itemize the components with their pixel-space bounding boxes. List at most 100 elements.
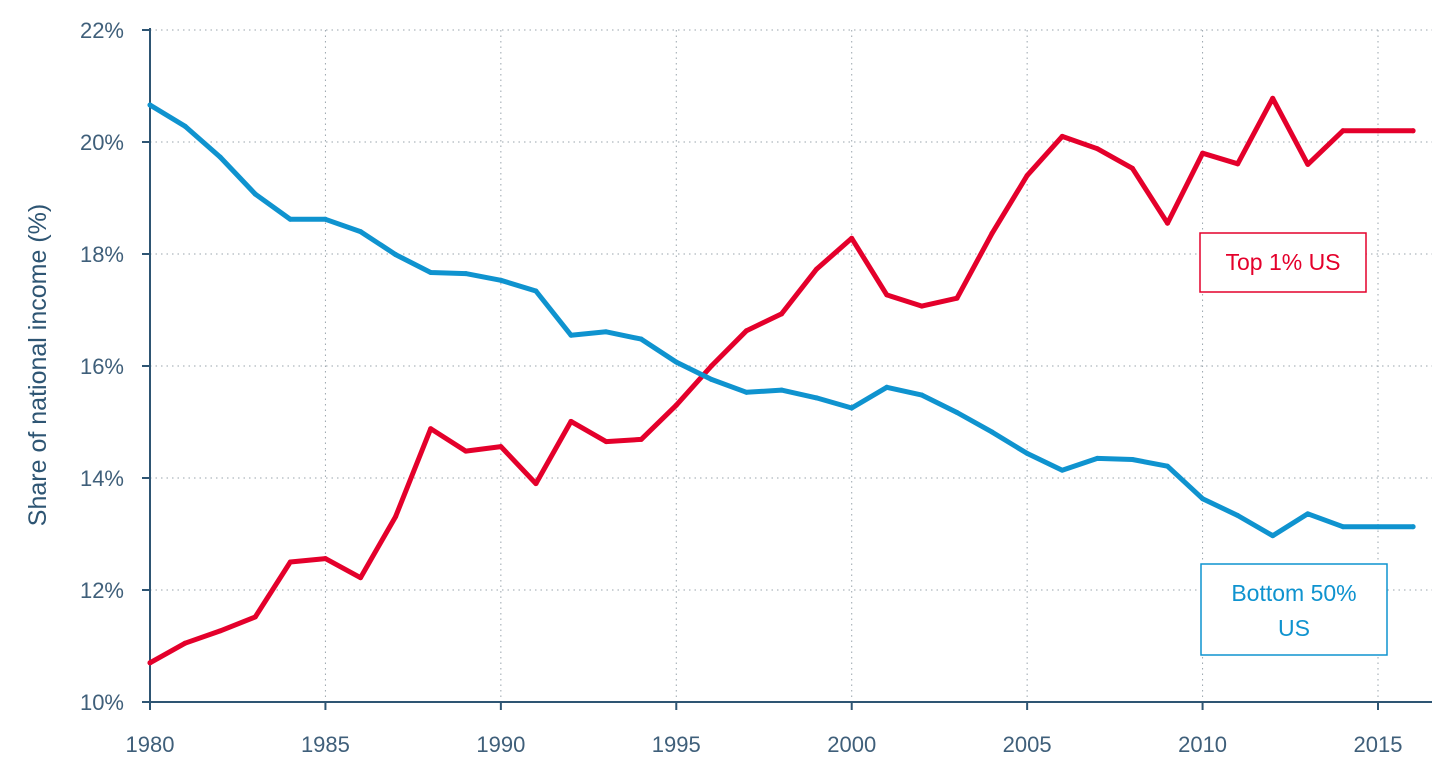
axis-layer: 10% 12% 14% 16% 18% 20% 22% 1980 1985 1990 1995 200… [80, 18, 1432, 757]
data-point-bottom-50-percent-us [428, 269, 434, 275]
data-point-top-1-percent-us [603, 439, 609, 445]
x-tick-label: 2010 [1178, 732, 1227, 757]
data-point-bottom-50-percent-us [533, 288, 539, 294]
x-tick-label: 2005 [1003, 732, 1052, 757]
data-point-top-1-percent-us [849, 235, 855, 241]
data-point-bottom-50-percent-us [814, 395, 820, 401]
data-point-top-1-percent-us [1200, 150, 1206, 156]
y-tick-label: 10% [80, 690, 124, 715]
y-tick-label: 18% [80, 242, 124, 267]
data-point-top-1-percent-us [147, 660, 153, 666]
y-tick-label: 14% [80, 466, 124, 491]
data-point-bottom-50-percent-us [779, 387, 785, 393]
data-point-bottom-50-percent-us [463, 271, 469, 277]
data-point-bottom-50-percent-us [1200, 496, 1206, 502]
data-point-bottom-50-percent-us [147, 102, 153, 108]
x-tick-label: 1990 [476, 732, 525, 757]
data-point-top-1-percent-us [533, 481, 539, 487]
data-point-bottom-50-percent-us [1094, 455, 1100, 461]
data-point-bottom-50-percent-us [1375, 524, 1381, 530]
data-point-bottom-50-percent-us [1024, 450, 1030, 456]
data-point-bottom-50-percent-us [182, 123, 188, 129]
data-point-top-1-percent-us [779, 311, 785, 317]
y-tick-label: 16% [80, 354, 124, 379]
data-point-bottom-50-percent-us [358, 229, 364, 235]
bottom-50-percent-label-line1: Bottom 50% [1231, 580, 1356, 606]
data-point-top-1-percent-us [1129, 165, 1135, 171]
data-point-top-1-percent-us [884, 292, 890, 298]
data-point-bottom-50-percent-us [708, 376, 714, 382]
data-point-top-1-percent-us [1340, 128, 1346, 134]
data-point-top-1-percent-us [252, 614, 258, 620]
data-point-bottom-50-percent-us [743, 389, 749, 395]
data-point-bottom-50-percent-us [498, 277, 504, 283]
data-point-top-1-percent-us [1270, 95, 1276, 101]
data-point-top-1-percent-us [743, 328, 749, 334]
data-point-top-1-percent-us [638, 436, 644, 442]
data-point-bottom-50-percent-us [884, 384, 890, 390]
data-point-top-1-percent-us [568, 418, 574, 424]
data-point-bottom-50-percent-us [673, 359, 679, 365]
bottom-50-percent-label-box [1200, 563, 1388, 656]
data-point-top-1-percent-us [708, 363, 714, 369]
data-point-bottom-50-percent-us [287, 216, 293, 222]
data-point-bottom-50-percent-us [217, 154, 223, 160]
data-point-top-1-percent-us [989, 230, 995, 236]
x-tick-label: 1980 [126, 732, 175, 757]
data-point-bottom-50-percent-us [954, 409, 960, 415]
data-point-top-1-percent-us [498, 444, 504, 450]
data-point-bottom-50-percent-us [638, 336, 644, 342]
data-point-top-1-percent-us [1024, 173, 1030, 179]
data-point-top-1-percent-us [1164, 220, 1170, 226]
data-point-top-1-percent-us [1235, 161, 1241, 167]
data-point-bottom-50-percent-us [1305, 511, 1311, 517]
y-tick-label: 20% [80, 130, 124, 155]
data-point-top-1-percent-us [217, 628, 223, 634]
top-1-percent-label-text: Top 1% US [1225, 249, 1340, 275]
data-point-bottom-50-percent-us [603, 329, 609, 335]
data-point-bottom-50-percent-us [1059, 467, 1065, 473]
series-layer [147, 95, 1416, 666]
data-point-bottom-50-percent-us [393, 252, 399, 258]
data-point-bottom-50-percent-us [568, 332, 574, 338]
data-point-bottom-50-percent-us [919, 392, 925, 398]
data-point-bottom-50-percent-us [1410, 524, 1416, 530]
data-point-top-1-percent-us [287, 559, 293, 565]
data-point-bottom-50-percent-us [322, 216, 328, 222]
data-point-bottom-50-percent-us [849, 405, 855, 411]
data-point-top-1-percent-us [1375, 128, 1381, 134]
data-point-top-1-percent-us [428, 426, 434, 432]
x-tick-label: 1995 [652, 732, 701, 757]
data-point-top-1-percent-us [1094, 146, 1100, 152]
data-point-top-1-percent-us [358, 575, 364, 581]
data-point-top-1-percent-us [1059, 133, 1065, 139]
x-tick-label: 2000 [827, 732, 876, 757]
data-point-top-1-percent-us [393, 514, 399, 520]
data-point-top-1-percent-us [1410, 128, 1416, 134]
top-1-percent-label-box [1199, 232, 1367, 293]
data-point-top-1-percent-us [322, 556, 328, 562]
data-point-bottom-50-percent-us [252, 191, 258, 197]
y-axis-title: Share of national income (%) [24, 204, 52, 526]
data-point-top-1-percent-us [1305, 161, 1311, 167]
data-point-bottom-50-percent-us [989, 429, 995, 435]
data-point-top-1-percent-us [919, 303, 925, 309]
series-line-bottom-50-percent-us [147, 102, 1416, 539]
data-point-bottom-50-percent-us [1164, 463, 1170, 469]
data-point-top-1-percent-us [673, 402, 679, 408]
bottom-50-percent-label: Bottom 50% US [1200, 563, 1388, 656]
x-tick-label: 1985 [301, 732, 350, 757]
data-point-top-1-percent-us [463, 448, 469, 454]
data-point-top-1-percent-us [814, 266, 820, 272]
y-tick-label: 22% [80, 18, 124, 43]
data-point-bottom-50-percent-us [1340, 524, 1346, 530]
data-point-bottom-50-percent-us [1270, 533, 1276, 539]
top-1-percent-label: Top 1% US [1199, 232, 1367, 293]
y-tick-label: 12% [80, 578, 124, 603]
data-point-bottom-50-percent-us [1235, 513, 1241, 519]
data-point-top-1-percent-us [182, 640, 188, 646]
x-tick-label: 2015 [1354, 732, 1403, 757]
data-point-bottom-50-percent-us [1129, 457, 1135, 463]
